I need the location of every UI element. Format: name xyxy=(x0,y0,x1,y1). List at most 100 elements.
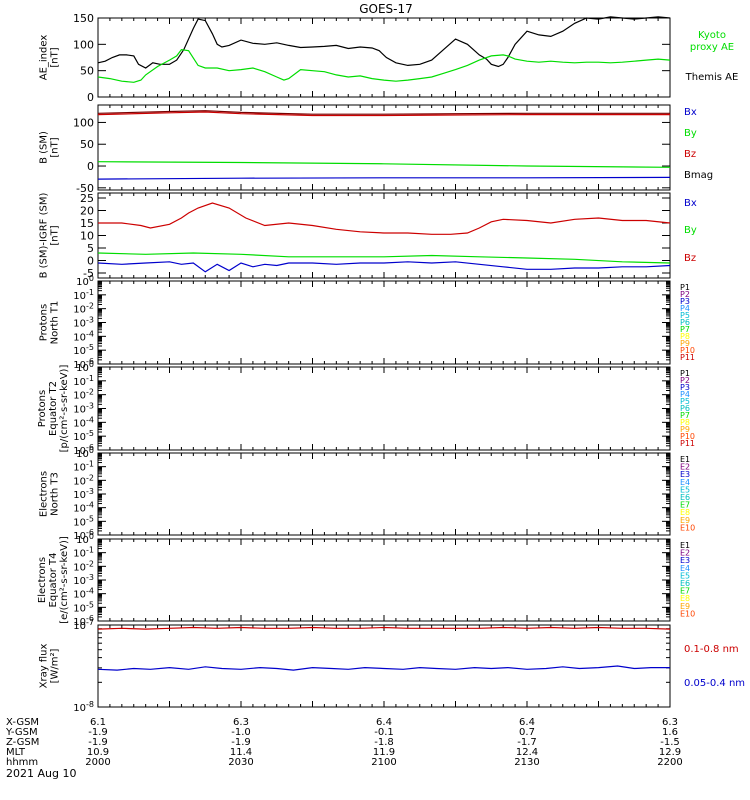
y-tick-label: 100 xyxy=(76,532,94,546)
channel-label: P11 xyxy=(680,439,695,448)
y-tick-label: 50 xyxy=(80,138,94,151)
series-0-05-0-4-nm xyxy=(97,665,670,671)
y-tick-label: 10-3 xyxy=(73,402,94,416)
channel-label: P10 xyxy=(680,346,695,355)
y-axis-label: Protons xyxy=(37,390,48,427)
y-tick-label: 100 xyxy=(73,116,94,129)
channel-label: P2 xyxy=(680,376,690,385)
channel-label: E8 xyxy=(680,508,690,517)
y-axis-label: Electrons xyxy=(37,557,48,603)
y-tick-label: -5 xyxy=(83,267,94,280)
y-axis-label: North T1 xyxy=(50,301,61,345)
y-tick-label: 10-5 xyxy=(73,514,94,528)
series-bz xyxy=(97,111,670,117)
legend-entry: Bx xyxy=(684,107,697,118)
y-tick-label: 10-4 xyxy=(73,415,94,429)
series-by xyxy=(97,252,671,264)
y-tick-label: 0 xyxy=(87,255,94,268)
channel-label: P2 xyxy=(680,290,690,299)
y-tick-label: 20 xyxy=(80,205,94,218)
channel-label: P6 xyxy=(680,404,690,413)
footer-value: 6.4 xyxy=(519,717,535,728)
y-axis-label: B (SM) xyxy=(39,131,50,164)
series-0-1-0-8-nm xyxy=(97,626,671,630)
y-axis-label: [nT] xyxy=(50,225,61,245)
channel-label: E5 xyxy=(680,485,690,494)
series-bx xyxy=(97,261,671,273)
y-axis-label: Xray flux xyxy=(39,644,50,689)
y-tick-label: 10-2 xyxy=(73,388,94,402)
panel-frame xyxy=(97,280,671,365)
y-tick-label: -50 xyxy=(76,182,94,195)
footer-value: -1.7 xyxy=(517,737,537,748)
channel-label: E10 xyxy=(680,609,695,618)
footer-value: -1.9 xyxy=(231,737,251,748)
channel-label: P5 xyxy=(680,311,690,320)
footer-value: 6.4 xyxy=(376,717,392,728)
y-tick-label: 10-6 xyxy=(73,357,94,371)
panel-frame xyxy=(97,17,671,98)
y-axis-label: [nT] xyxy=(50,137,61,157)
channel-label: E10 xyxy=(680,523,695,532)
y-tick-label: 10-6 xyxy=(73,443,94,457)
footer-value: 2000 xyxy=(85,757,110,768)
legend-entry: By xyxy=(684,128,697,139)
channel-label: P8 xyxy=(680,332,690,341)
y-tick-label: 10-2 xyxy=(73,473,94,487)
legend-entry: By xyxy=(684,225,697,236)
y-tick-label: 100 xyxy=(73,38,94,51)
footer-value: 6.3 xyxy=(662,717,678,728)
footer-row-label: hhmm xyxy=(6,757,38,768)
channel-label: P3 xyxy=(680,383,690,392)
legend-entry: Bx xyxy=(684,198,697,209)
footer-row-label: Z-GSM xyxy=(6,737,39,748)
y-tick-label: 100 xyxy=(76,274,94,288)
series-themis-ae xyxy=(97,16,671,69)
y-tick-label: 10-1 xyxy=(73,546,94,560)
y-tick-label: 10-6 xyxy=(73,614,94,628)
y-axis-label: North T3 xyxy=(50,472,61,516)
channel-label: P7 xyxy=(680,325,690,334)
channel-label: E4 xyxy=(680,478,690,487)
channel-label: P4 xyxy=(680,304,690,313)
channel-label: P8 xyxy=(680,418,690,427)
series-bmag xyxy=(97,110,670,115)
y-tick-label: 10-5 xyxy=(73,429,94,443)
y-tick-label: 10-7 xyxy=(73,618,94,632)
panel-frame xyxy=(97,538,671,622)
legend-entry: proxy AE xyxy=(690,42,734,53)
y-axis-label: B (SM)-IGRF (SM) xyxy=(39,193,50,279)
channel-label: P11 xyxy=(680,353,695,362)
legend-entry: Themis AE xyxy=(685,72,739,83)
channel-label: E3 xyxy=(680,470,690,479)
channel-label: E1 xyxy=(680,541,690,550)
channel-label: P5 xyxy=(680,397,690,406)
footer-row-label: Y-GSM xyxy=(5,727,38,738)
channel-label: P6 xyxy=(680,318,690,327)
channel-label: P1 xyxy=(680,283,690,292)
y-tick-label: 10-3 xyxy=(73,487,94,501)
footer-value: -1.8 xyxy=(374,737,394,748)
legend-entry: Kyoto xyxy=(698,30,726,41)
y-axis-label: Equator T2 xyxy=(48,381,59,436)
y-tick-label: 10-5 xyxy=(73,600,94,614)
series-bx xyxy=(97,176,671,180)
series-by xyxy=(97,161,671,168)
footer-value: 2100 xyxy=(371,757,396,768)
footer-value: 2130 xyxy=(514,757,539,768)
y-tick-label: 10-3 xyxy=(73,316,94,330)
channel-label: P9 xyxy=(680,425,690,434)
channel-label: E6 xyxy=(680,579,690,588)
footer-value: 2200 xyxy=(657,757,682,768)
y-axis-label: [e/(cm²-s-sr-keV)] xyxy=(59,536,70,624)
channel-label: E4 xyxy=(680,564,690,573)
y-axis-label: AE_index xyxy=(39,35,50,81)
channel-label: E5 xyxy=(680,571,690,580)
footer-value: 2030 xyxy=(228,757,253,768)
y-tick-label: 10-1 xyxy=(73,288,94,302)
footer-value: 6.1 xyxy=(90,717,106,728)
channel-label: P7 xyxy=(680,411,690,420)
